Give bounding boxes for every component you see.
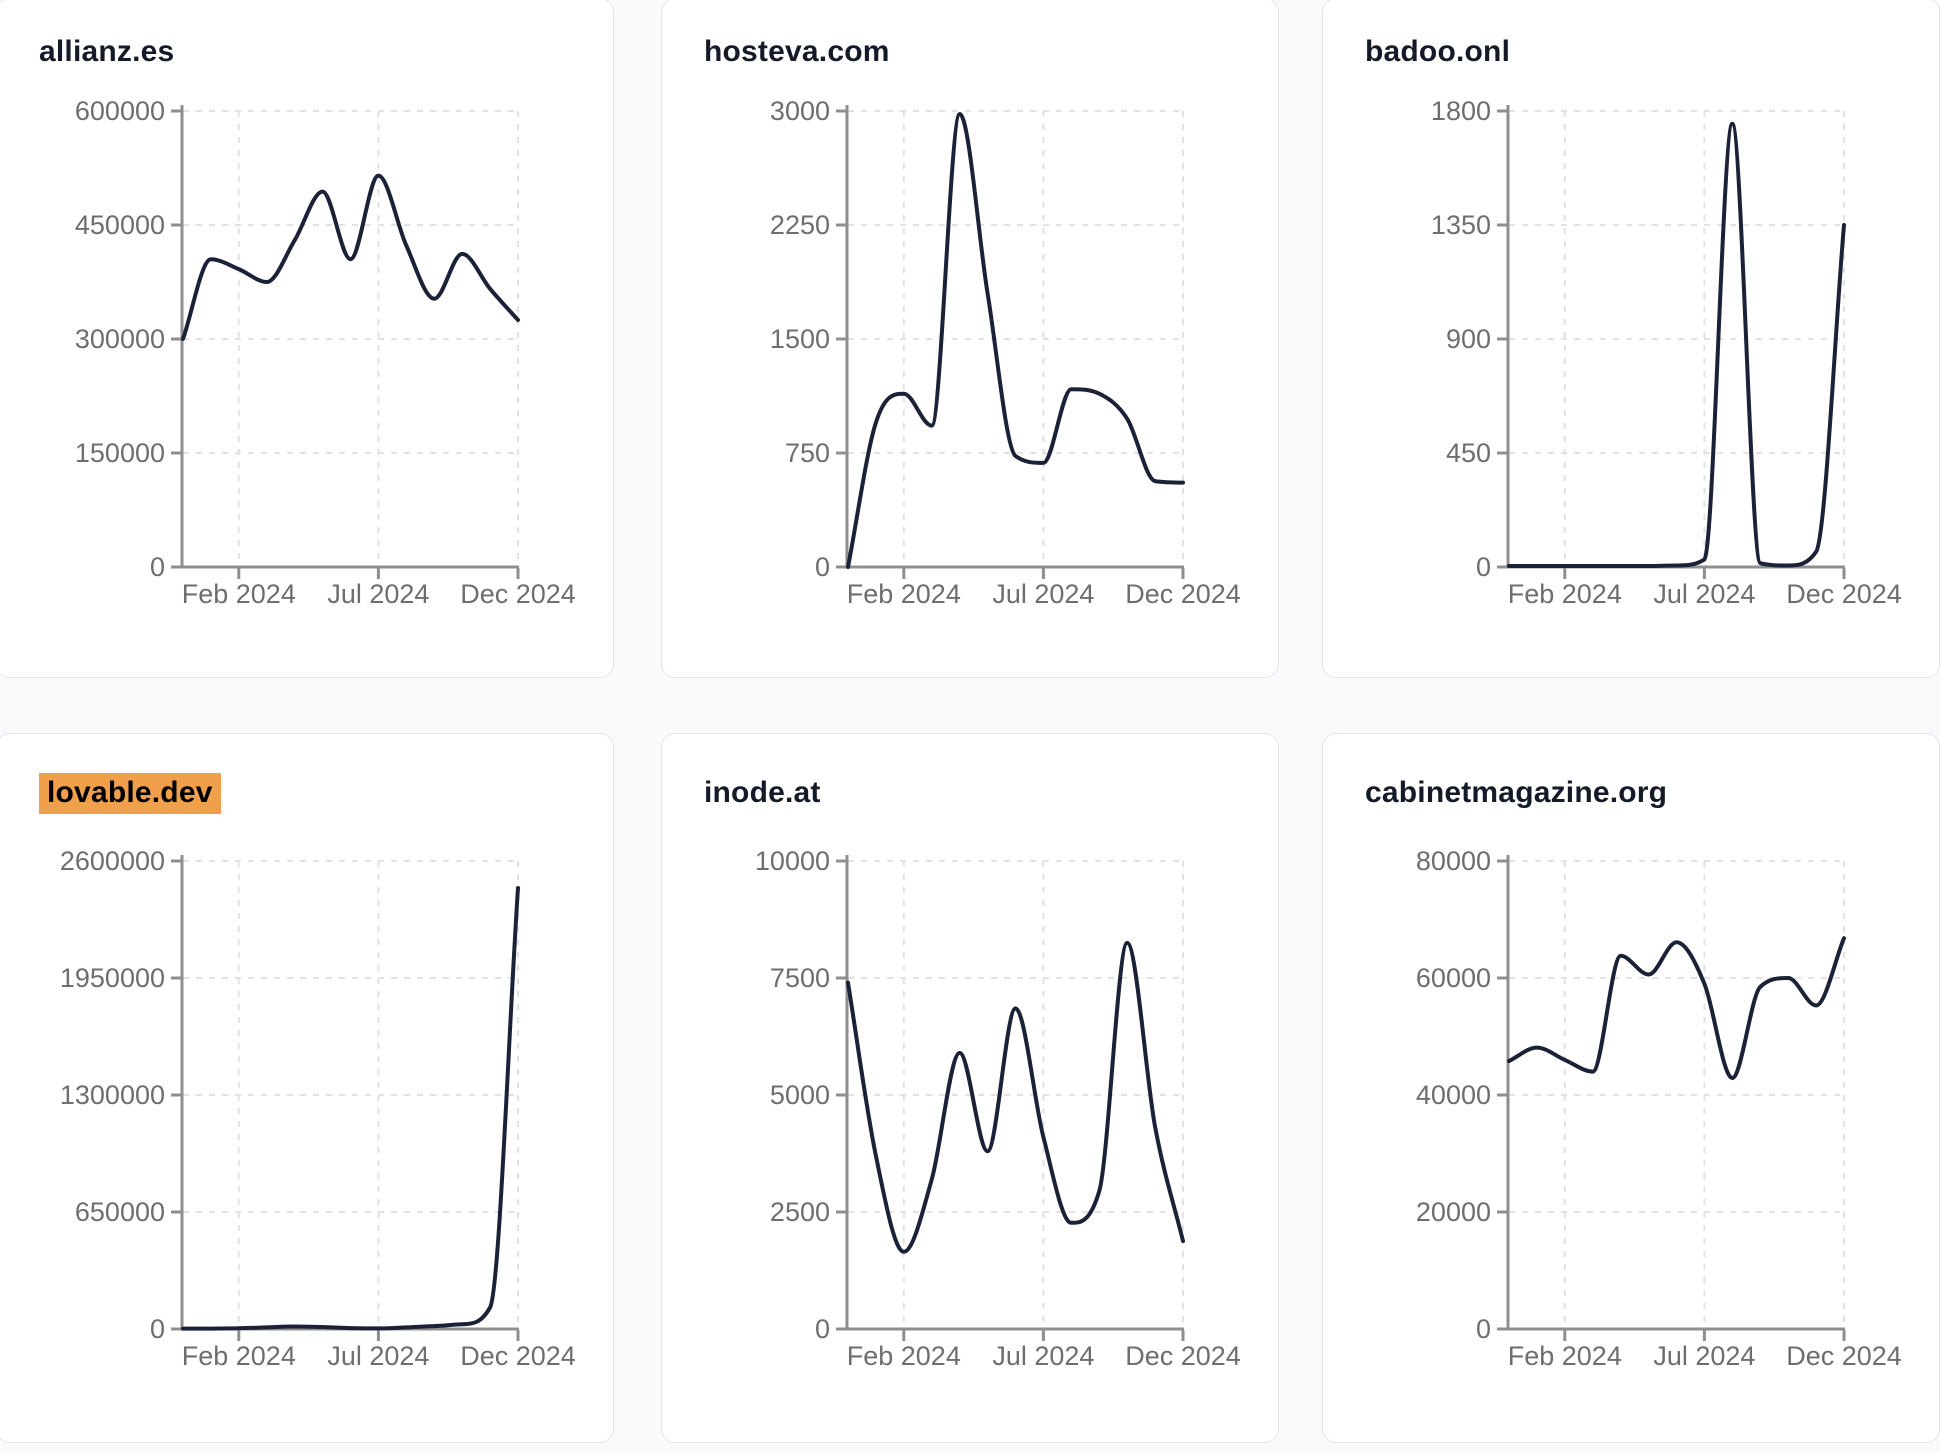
svg-text:900: 900 <box>1446 324 1491 354</box>
line-chart: 0 150000 300000 450000 600000 Feb 2024 Jul 202… <box>75 96 576 609</box>
svg-text:2600000: 2600000 <box>60 846 165 876</box>
domain-label[interactable]: hosteva.com <box>704 35 890 68</box>
domain-label[interactable]: badoo.onl <box>1365 35 1511 68</box>
chart-title[interactable]: hosteva.com <box>704 35 890 69</box>
domain-label[interactable]: inode.at <box>704 776 821 809</box>
chart-card: lovable.dev 0 650000 1300000 1950000 2600000… <box>0 733 614 1443</box>
svg-text:0: 0 <box>1476 552 1491 582</box>
domain-label[interactable]: lovable.dev <box>39 773 221 814</box>
svg-text:7500: 7500 <box>770 963 830 993</box>
line-chart: 0 450 900 1350 1800 Feb 2024 Jul 2024 Dec 2024 <box>1431 96 1902 609</box>
svg-text:750: 750 <box>785 438 830 468</box>
svg-text:Dec 2024: Dec 2024 <box>1125 1341 1241 1371</box>
chart-card: allianz.es 0 150000 300000 450000 600000 Feb … <box>0 0 614 678</box>
chart-title[interactable]: badoo.onl <box>1365 35 1510 69</box>
svg-text:60000: 60000 <box>1416 963 1491 993</box>
svg-text:10000: 10000 <box>755 846 830 876</box>
svg-text:Feb 2024: Feb 2024 <box>1508 579 1622 609</box>
chart-card: inode.at 0 2500 5000 7500 10000 Feb 2024 Jul 2… <box>661 733 1279 1443</box>
svg-text:Dec 2024: Dec 2024 <box>1786 579 1902 609</box>
svg-text:1300000: 1300000 <box>60 1080 165 1110</box>
svg-text:600000: 600000 <box>75 96 165 126</box>
svg-text:450: 450 <box>1446 438 1491 468</box>
svg-text:2250: 2250 <box>770 210 830 240</box>
svg-text:Jul 2024: Jul 2024 <box>1653 1341 1755 1371</box>
svg-text:Dec 2024: Dec 2024 <box>460 1341 576 1371</box>
svg-text:300000: 300000 <box>75 324 165 354</box>
svg-text:Jul 2024: Jul 2024 <box>327 579 429 609</box>
svg-text:Feb 2024: Feb 2024 <box>1508 1341 1622 1371</box>
svg-text:0: 0 <box>815 552 830 582</box>
line-chart: 0 20000 40000 60000 80000 Feb 2024 Jul 2024 Dec… <box>1416 846 1902 1371</box>
svg-text:Dec 2024: Dec 2024 <box>1125 579 1241 609</box>
line-chart: 0 650000 1300000 1950000 2600000 Feb 2024 Jul … <box>60 846 576 1371</box>
svg-text:Jul 2024: Jul 2024 <box>992 579 1094 609</box>
svg-text:2500: 2500 <box>770 1197 830 1227</box>
svg-text:1350: 1350 <box>1431 210 1491 240</box>
svg-text:5000: 5000 <box>770 1080 830 1110</box>
svg-text:0: 0 <box>150 1314 165 1344</box>
svg-text:Feb 2024: Feb 2024 <box>182 579 296 609</box>
svg-text:80000: 80000 <box>1416 846 1491 876</box>
svg-text:Dec 2024: Dec 2024 <box>1786 1341 1902 1371</box>
chart-card: badoo.onl 0 450 900 1350 1800 Feb 2024 Jul 202… <box>1322 0 1940 678</box>
svg-text:1500: 1500 <box>770 324 830 354</box>
svg-text:450000: 450000 <box>75 210 165 240</box>
svg-text:20000: 20000 <box>1416 1197 1491 1227</box>
chart-title-highlighted[interactable]: lovable.dev <box>39 773 221 814</box>
chart-title[interactable]: cabinetmagazine.org <box>1365 776 1667 810</box>
svg-text:0: 0 <box>815 1314 830 1344</box>
svg-text:Feb 2024: Feb 2024 <box>847 579 961 609</box>
svg-text:40000: 40000 <box>1416 1080 1491 1110</box>
svg-text:150000: 150000 <box>75 438 165 468</box>
line-chart: 0 750 1500 2250 3000 Feb 2024 Jul 2024 Dec 2024 <box>770 96 1241 609</box>
chart-title[interactable]: inode.at <box>704 776 821 810</box>
line-chart: 0 2500 5000 7500 10000 Feb 2024 Jul 2024 Dec 20… <box>755 846 1241 1371</box>
chart-card: cabinetmagazine.org 0 20000 40000 60000 8000… <box>1322 733 1940 1443</box>
svg-text:Jul 2024: Jul 2024 <box>1653 579 1755 609</box>
svg-text:1800: 1800 <box>1431 96 1491 126</box>
svg-text:Dec 2024: Dec 2024 <box>460 579 576 609</box>
domain-label[interactable]: cabinetmagazine.org <box>1365 776 1668 809</box>
svg-text:Jul 2024: Jul 2024 <box>327 1341 429 1371</box>
svg-text:Feb 2024: Feb 2024 <box>847 1341 961 1371</box>
domain-label[interactable]: allianz.es <box>39 35 175 68</box>
svg-text:650000: 650000 <box>75 1197 165 1227</box>
chart-card: hosteva.com 0 750 1500 2250 3000 Feb 2024 Jul … <box>661 0 1279 678</box>
svg-text:0: 0 <box>1476 1314 1491 1344</box>
svg-text:Jul 2024: Jul 2024 <box>992 1341 1094 1371</box>
svg-text:0: 0 <box>150 552 165 582</box>
svg-text:Feb 2024: Feb 2024 <box>182 1341 296 1371</box>
chart-title[interactable]: allianz.es <box>39 35 174 69</box>
svg-text:1950000: 1950000 <box>60 963 165 993</box>
svg-text:3000: 3000 <box>770 96 830 126</box>
